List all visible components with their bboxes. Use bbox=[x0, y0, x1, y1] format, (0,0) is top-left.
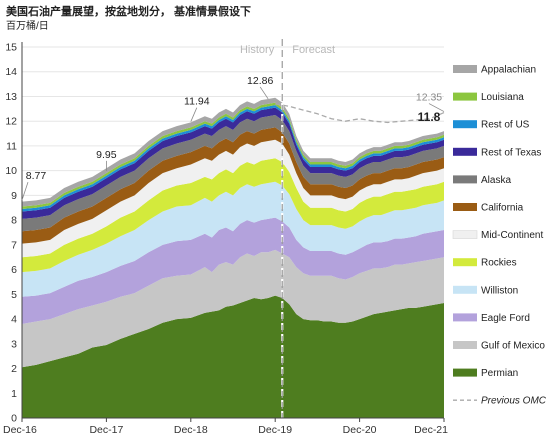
y-tick-label: 1 bbox=[11, 388, 17, 400]
annotation-label: 9.95 bbox=[96, 149, 117, 161]
x-tick-label: Dec-18 bbox=[174, 424, 208, 436]
legend-label-mid-continent: Mid-Continent bbox=[481, 230, 543, 241]
area-rockies bbox=[22, 158, 444, 273]
area-rest-of-texas bbox=[22, 107, 444, 219]
annotation-label: 12.35 bbox=[416, 92, 442, 104]
legend: Appalachian Louisiana Rest of US Rest of Te… bbox=[452, 65, 547, 407]
y-tick-label: 4 bbox=[11, 314, 17, 326]
legend-label-eagle-ford: Eagle Ford bbox=[481, 313, 530, 324]
y-tick-label: 3 bbox=[11, 338, 17, 350]
legend-swatch-williston bbox=[453, 285, 477, 294]
y-tick-label: 11 bbox=[6, 140, 17, 152]
area-eagle-ford bbox=[22, 217, 444, 325]
y-tick-label: 15 bbox=[5, 42, 17, 54]
legend-label-california: California bbox=[481, 203, 524, 214]
annotations: 8.77 9.95 11.94 12.86 12.35 11.8 bbox=[21, 75, 445, 201]
legend-swatch-louisiana bbox=[453, 92, 477, 101]
legend-swatch-rest-of-us bbox=[453, 120, 477, 129]
legend-label-permian: Permian bbox=[481, 368, 518, 379]
area-series bbox=[22, 97, 444, 418]
legend-swatch-rest-of-texas bbox=[453, 147, 477, 156]
legend-swatch-mid-continent bbox=[452, 230, 478, 239]
previous-omc-line bbox=[275, 103, 445, 124]
legend-label-rest-of-us: Rest of US bbox=[481, 120, 530, 131]
annotation-leader bbox=[259, 86, 269, 100]
history-label: History bbox=[240, 44, 275, 56]
area-alaska bbox=[22, 115, 444, 232]
annotation-leader bbox=[21, 181, 29, 201]
x-tick-label: Dec-21 bbox=[414, 424, 448, 436]
legend-label-gulf-of-mexico: Gulf of Mexico bbox=[481, 341, 545, 352]
y-tick-label: 5 bbox=[11, 289, 17, 301]
x-tick-label: Dec-19 bbox=[258, 424, 292, 436]
y-tick-label: 13 bbox=[5, 91, 17, 103]
y-tick-label: 2 bbox=[11, 363, 17, 375]
area-mid-continent bbox=[22, 139, 444, 258]
annotation-label: 11.94 bbox=[184, 96, 210, 108]
legend-label-alaska: Alaska bbox=[481, 175, 511, 186]
annotation-leader bbox=[190, 107, 198, 122]
legend-label-williston: Williston bbox=[481, 285, 518, 296]
legend-label-louisiana: Louisiana bbox=[481, 92, 524, 103]
y-tick-label: 6 bbox=[11, 264, 17, 276]
previous-omc-path bbox=[275, 103, 445, 124]
forecast-label: Forecast bbox=[292, 44, 335, 56]
annotation-label: 11.8 bbox=[418, 110, 441, 124]
y-tick-label: 10 bbox=[5, 165, 17, 177]
legend-swatch-alaska bbox=[453, 175, 477, 184]
y-tick-label: 14 bbox=[5, 66, 17, 78]
annotation-label: 12.86 bbox=[247, 75, 273, 87]
y-tick-label: 0 bbox=[11, 413, 17, 425]
y-axis-unit: 百万桶/日 bbox=[6, 21, 49, 32]
annotation-leader bbox=[428, 103, 445, 112]
y-tick-label: 8 bbox=[11, 215, 17, 227]
legend-swatch-eagle-ford bbox=[453, 313, 477, 322]
legend-swatch-appalachian bbox=[453, 65, 477, 73]
area-california bbox=[22, 127, 444, 244]
legend-swatch-california bbox=[453, 203, 477, 211]
y-tick-label: 7 bbox=[11, 239, 17, 251]
x-tick-label: Dec-20 bbox=[343, 424, 377, 436]
x-tick-label: Dec-17 bbox=[89, 424, 123, 436]
legend-label-previous-omc: Previous OMC bbox=[481, 396, 547, 407]
legend-label-rockies: Rockies bbox=[481, 258, 517, 269]
legend-swatch-gulf-of-mexico bbox=[453, 341, 477, 349]
legend-label-appalachian: Appalachian bbox=[481, 65, 536, 76]
y-tick-label: 12 bbox=[5, 116, 17, 128]
history-forecast-divider: History Forecast bbox=[240, 37, 335, 418]
area-williston bbox=[22, 181, 444, 297]
area-gulf-of-mexico bbox=[22, 249, 444, 368]
annotation-label: 8.77 bbox=[26, 170, 47, 182]
y-tick-label: 9 bbox=[11, 190, 17, 202]
chart-title: 美国石油产量展望，按盆地划分， 基准情景假设下 bbox=[6, 6, 252, 18]
area-permian bbox=[22, 295, 444, 418]
legend-swatch-permian bbox=[453, 368, 477, 377]
legend-swatch-rockies bbox=[453, 258, 477, 267]
legend-label-rest-of-texas: Rest of Texas bbox=[481, 147, 541, 158]
x-tick-label: Dec-16 bbox=[3, 424, 37, 436]
